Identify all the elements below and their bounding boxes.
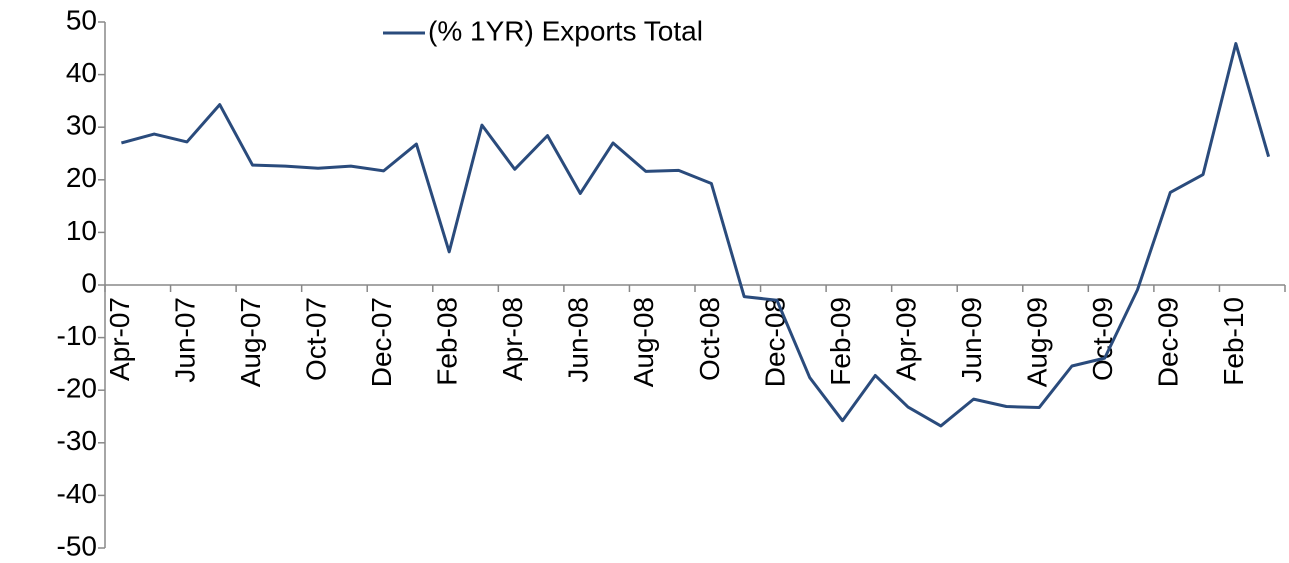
x-tick-label: Feb-09 [825, 297, 856, 386]
x-tick-label: Dec-09 [1153, 297, 1184, 387]
x-tick-label: Apr-08 [497, 297, 528, 381]
y-tick-label: -40 [57, 478, 97, 509]
y-tick-label: -10 [57, 320, 97, 351]
x-tick-label: Feb-10 [1218, 297, 1249, 386]
x-tick-label: Feb-08 [432, 297, 463, 386]
x-tick-label: Jun-09 [956, 297, 987, 383]
x-tick-label: Oct-07 [300, 297, 331, 381]
x-tick-label: Aug-08 [628, 297, 659, 387]
y-tick-label: 20 [66, 162, 97, 193]
x-tick-label: Aug-07 [235, 297, 266, 387]
x-tick-label: Oct-08 [694, 297, 725, 381]
y-tick-label: 50 [66, 4, 97, 35]
y-tick-label: 40 [66, 57, 97, 88]
x-tick-label: Apr-09 [890, 297, 921, 381]
x-tick-label: Apr-07 [104, 297, 135, 381]
y-tick-label: 30 [66, 110, 97, 141]
y-tick-label: -30 [57, 425, 97, 456]
y-tick-label: -20 [57, 373, 97, 404]
x-tick-label: Jun-08 [563, 297, 594, 383]
x-tick-label: Jun-07 [169, 297, 200, 383]
y-tick-label: 10 [66, 215, 97, 246]
x-tick-label: Dec-07 [366, 297, 397, 387]
x-tick-label: Dec-08 [759, 297, 790, 387]
series-line [120, 42, 1271, 428]
legend-label: (% 1YR) Exports Total [428, 15, 703, 46]
y-tick-label: 0 [81, 267, 97, 298]
y-tick-label: -50 [57, 530, 97, 561]
x-tick-label: Aug-09 [1022, 297, 1053, 387]
